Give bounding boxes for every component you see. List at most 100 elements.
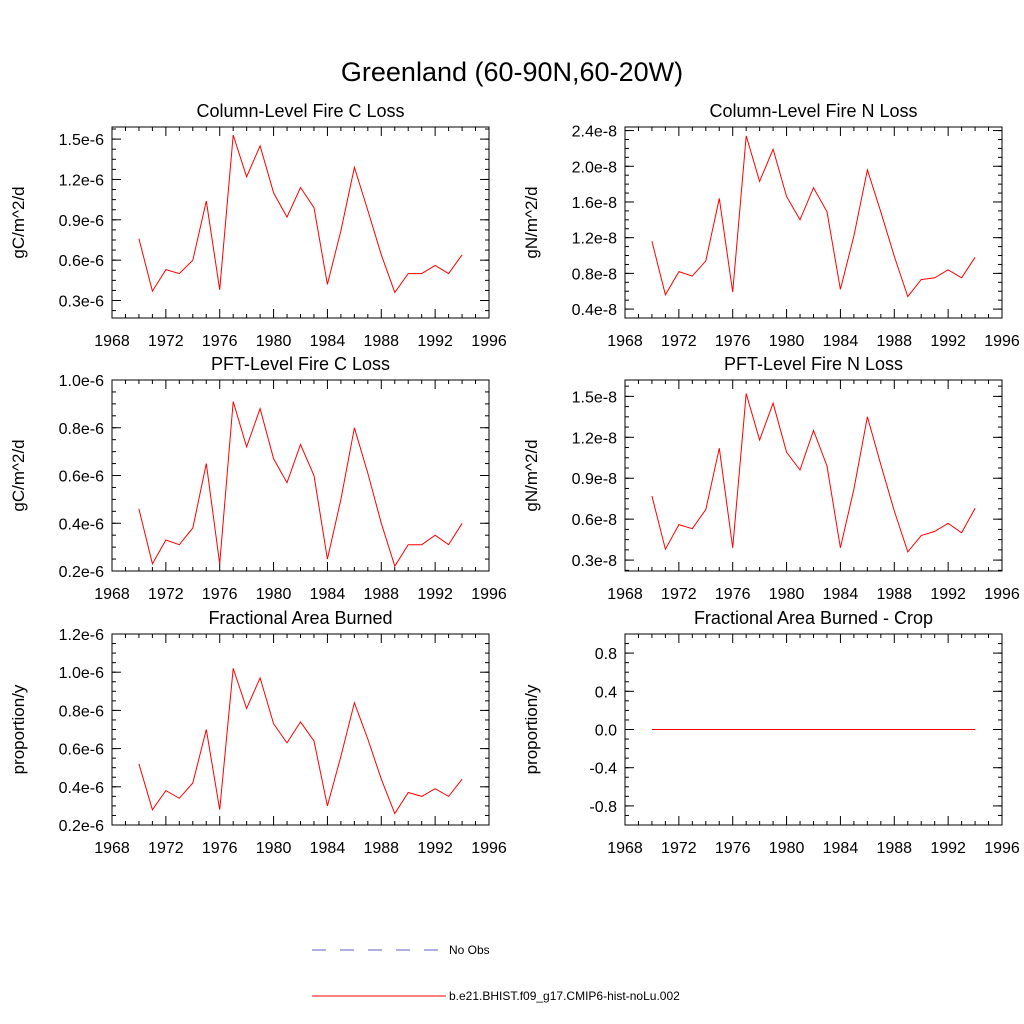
y-tick-label: 0.4e-6 <box>59 516 104 533</box>
y-tick-label: 1.5e-8 <box>572 389 617 406</box>
panel-2: Column-Level Fire N Loss gN/m^2/d 1968 1972… <box>522 101 1020 350</box>
plot-frame <box>624 126 1003 319</box>
x-tick-label: 1968 <box>94 840 130 857</box>
x-tick-label: 1972 <box>148 333 184 350</box>
x-tick-label: 1968 <box>94 586 130 603</box>
y-axis-label: proportion/y <box>522 684 541 774</box>
x-tick-label: 1992 <box>930 333 966 350</box>
y-tick-label: 1.5e-6 <box>59 132 104 149</box>
y-tick-label: 1.2e-8 <box>572 430 617 447</box>
x-tick-label: 1976 <box>715 586 751 603</box>
series-line <box>138 134 463 294</box>
x-tick-label: 1980 <box>769 333 805 350</box>
panel-title: Fractional Area Burned - Crop <box>694 608 933 628</box>
x-tick-label: 1980 <box>256 333 292 350</box>
y-tick-label: 1.2e-6 <box>59 172 104 189</box>
x-tick-label: 1984 <box>310 333 346 350</box>
x-tick-label: 1976 <box>202 840 238 857</box>
x-tick-label: 1972 <box>148 586 184 603</box>
y-tick-label: 0.6e-6 <box>59 742 104 759</box>
y-tick-label: 0.8e-8 <box>572 266 617 283</box>
x-tick-label: 1968 <box>94 333 130 350</box>
panel-title: Column-Level Fire N Loss <box>709 101 917 121</box>
x-tick-label: 1984 <box>310 840 346 857</box>
x-tick-label: 1980 <box>769 840 805 857</box>
y-tick-label: 0.8 <box>595 646 617 663</box>
x-tick-label: 1984 <box>310 586 346 603</box>
x-tick-label: 1988 <box>876 840 912 857</box>
x-tick-label: 1996 <box>984 586 1020 603</box>
y-tick-label: 0.6e-6 <box>59 253 104 270</box>
plot-frame <box>111 126 490 319</box>
y-tick-label: 0.6e-6 <box>59 469 104 486</box>
y-axis-label: gN/m^2/d <box>522 439 541 511</box>
x-tick-label: 1996 <box>984 840 1020 857</box>
y-tick-label: 0.2e-6 <box>59 564 104 581</box>
y-axis-label: gC/m^2/d <box>9 186 28 258</box>
x-tick-label: 1984 <box>823 333 859 350</box>
plot-frame <box>111 379 490 572</box>
y-tick-label: 1.2e-6 <box>59 627 104 644</box>
x-tick-label: 1988 <box>876 333 912 350</box>
x-tick-label: 1992 <box>417 840 453 857</box>
y-tick-label: 0.8e-6 <box>59 703 104 720</box>
y-tick-label: 0.4 <box>595 684 617 701</box>
x-tick-label: 1980 <box>769 586 805 603</box>
series-line <box>138 401 463 568</box>
x-tick-label: 1988 <box>363 586 399 603</box>
y-tick-label: 2.4e-8 <box>572 124 617 141</box>
y-tick-label: 2.0e-8 <box>572 159 617 176</box>
plot-frame <box>624 379 1003 572</box>
x-tick-label: 1972 <box>661 333 697 350</box>
series-line <box>651 393 976 553</box>
y-axis-label: gN/m^2/d <box>522 186 541 258</box>
y-tick-label: 1.0e-6 <box>59 373 104 390</box>
y-tick-label: 0.4e-8 <box>572 302 617 319</box>
x-tick-label: 1992 <box>930 840 966 857</box>
x-tick-label: 1968 <box>607 586 643 603</box>
x-tick-label: 1976 <box>715 333 751 350</box>
y-tick-label: 0.9e-8 <box>572 471 617 488</box>
x-tick-label: 1984 <box>823 840 859 857</box>
panel-grid: Column-Level Fire C Loss gC/m^2/d 1968 1972… <box>9 101 1020 857</box>
x-tick-label: 1992 <box>417 333 453 350</box>
plot-frame <box>111 633 490 826</box>
x-tick-label: 1988 <box>363 840 399 857</box>
panel-title: Column-Level Fire C Loss <box>196 101 404 121</box>
x-tick-label: 1968 <box>607 840 643 857</box>
panel-5: Fractional Area Burned proportion/y 1968 19… <box>9 608 507 857</box>
y-tick-label: 0.2e-6 <box>59 818 104 835</box>
y-tick-label: 1.6e-8 <box>572 195 617 212</box>
y-tick-label: -0.4 <box>589 761 617 778</box>
panel-title: PFT-Level Fire N Loss <box>724 354 903 374</box>
y-tick-label: 0.9e-6 <box>59 213 104 230</box>
x-tick-label: 1996 <box>471 586 507 603</box>
x-tick-label: 1972 <box>148 840 184 857</box>
y-tick-label: 0.0 <box>595 723 617 740</box>
y-tick-label: 0.3e-8 <box>572 553 617 570</box>
x-tick-label: 1984 <box>823 586 859 603</box>
figure-title: Greenland (60-90N,60-20W) <box>341 57 683 87</box>
y-tick-label: 1.2e-8 <box>572 231 617 248</box>
x-tick-label: 1996 <box>471 333 507 350</box>
x-tick-label: 1976 <box>202 333 238 350</box>
y-tick-label: 0.3e-6 <box>59 294 104 311</box>
x-tick-label: 1976 <box>202 586 238 603</box>
panel-3: PFT-Level Fire C Loss gC/m^2/d 1968 1972 197… <box>9 354 507 603</box>
panel-title: Fractional Area Burned <box>208 608 392 628</box>
x-tick-label: 1980 <box>256 586 292 603</box>
x-tick-label: 1972 <box>661 586 697 603</box>
panel-1: Column-Level Fire C Loss gC/m^2/d 1968 1972… <box>9 101 507 350</box>
y-axis-label: gC/m^2/d <box>9 439 28 511</box>
panel-title: PFT-Level Fire C Loss <box>211 354 390 374</box>
series-line <box>651 135 976 298</box>
x-tick-label: 1996 <box>471 840 507 857</box>
y-tick-label: 0.4e-6 <box>59 780 104 797</box>
legend: No Obs b.e21.BHIST.f09_g17.CMIP6-hist-no… <box>312 943 680 1003</box>
x-tick-label: 1992 <box>417 586 453 603</box>
y-tick-label: -0.8 <box>589 799 617 816</box>
y-tick-label: 1.0e-6 <box>59 665 104 682</box>
x-tick-label: 1988 <box>876 586 912 603</box>
x-tick-label: 1980 <box>256 840 292 857</box>
